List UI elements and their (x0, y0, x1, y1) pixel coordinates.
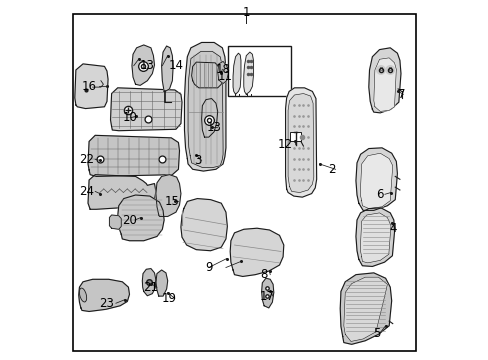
Text: 23: 23 (99, 297, 113, 310)
Polygon shape (109, 215, 121, 229)
Text: 17: 17 (259, 289, 274, 303)
Polygon shape (88, 175, 156, 209)
Polygon shape (162, 46, 173, 91)
Text: 2: 2 (327, 163, 335, 176)
Polygon shape (343, 277, 386, 342)
Polygon shape (188, 51, 223, 167)
Polygon shape (201, 99, 217, 137)
Polygon shape (132, 45, 154, 85)
Text: 7: 7 (397, 88, 405, 101)
Polygon shape (244, 52, 253, 94)
Ellipse shape (79, 288, 86, 302)
Text: 21: 21 (143, 281, 158, 294)
Polygon shape (340, 273, 391, 344)
Polygon shape (118, 195, 164, 241)
Polygon shape (355, 208, 394, 266)
Polygon shape (156, 175, 181, 216)
Polygon shape (233, 53, 241, 94)
Polygon shape (261, 278, 273, 308)
Polygon shape (360, 213, 390, 263)
Text: 11: 11 (217, 70, 232, 83)
Polygon shape (355, 148, 397, 210)
Bar (228, 46, 290, 96)
Polygon shape (285, 88, 316, 197)
Text: 12: 12 (278, 138, 292, 151)
Polygon shape (79, 279, 129, 311)
Text: 13: 13 (140, 59, 155, 72)
Polygon shape (88, 135, 179, 176)
Text: 6: 6 (376, 188, 383, 201)
Polygon shape (184, 42, 225, 171)
Polygon shape (360, 153, 392, 208)
Text: 22: 22 (79, 153, 94, 166)
Polygon shape (373, 58, 395, 111)
Text: 9: 9 (204, 261, 212, 274)
Circle shape (376, 66, 385, 74)
Polygon shape (287, 94, 313, 193)
Polygon shape (217, 62, 228, 84)
Text: B: B (379, 67, 382, 72)
Polygon shape (230, 228, 283, 276)
Text: 15: 15 (164, 195, 180, 208)
Text: 24: 24 (79, 185, 94, 198)
Text: 1: 1 (242, 6, 249, 19)
Polygon shape (368, 48, 400, 113)
Text: B: B (388, 67, 391, 72)
Text: 5: 5 (372, 327, 380, 340)
Text: 19: 19 (162, 292, 177, 305)
Circle shape (385, 66, 394, 74)
Text: 18: 18 (215, 63, 230, 76)
Polygon shape (156, 270, 167, 296)
Text: 16: 16 (81, 80, 97, 93)
Polygon shape (181, 199, 227, 251)
Polygon shape (110, 88, 182, 131)
Text: 4: 4 (388, 222, 396, 235)
Text: 13: 13 (206, 121, 221, 134)
Polygon shape (191, 62, 222, 88)
Bar (290, 132, 300, 141)
Polygon shape (75, 64, 108, 109)
Text: 8: 8 (260, 268, 267, 281)
Text: 20: 20 (122, 213, 137, 226)
Text: 14: 14 (168, 59, 183, 72)
Polygon shape (142, 269, 156, 296)
Text: 10: 10 (122, 111, 137, 124)
Text: 3: 3 (194, 154, 202, 167)
